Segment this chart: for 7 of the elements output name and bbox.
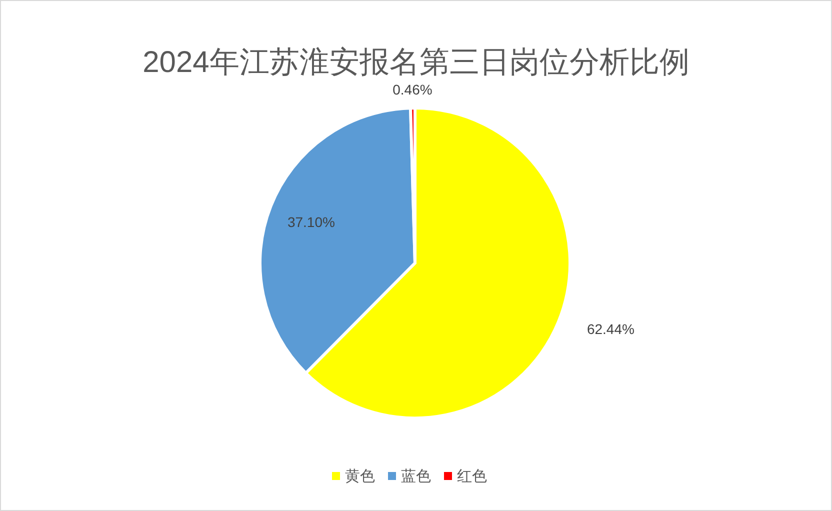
legend-label: 黄色 <box>345 468 375 485</box>
legend-label: 蓝色 <box>401 468 431 485</box>
legend-label: 红色 <box>457 468 487 485</box>
data-label: 62.44% <box>586 321 634 338</box>
data-label: 37.10% <box>287 214 335 230</box>
chart-title: 2024年江苏淮安报名第三日岗位分析比例 <box>142 46 690 79</box>
data-label: 0.46% <box>392 81 432 98</box>
